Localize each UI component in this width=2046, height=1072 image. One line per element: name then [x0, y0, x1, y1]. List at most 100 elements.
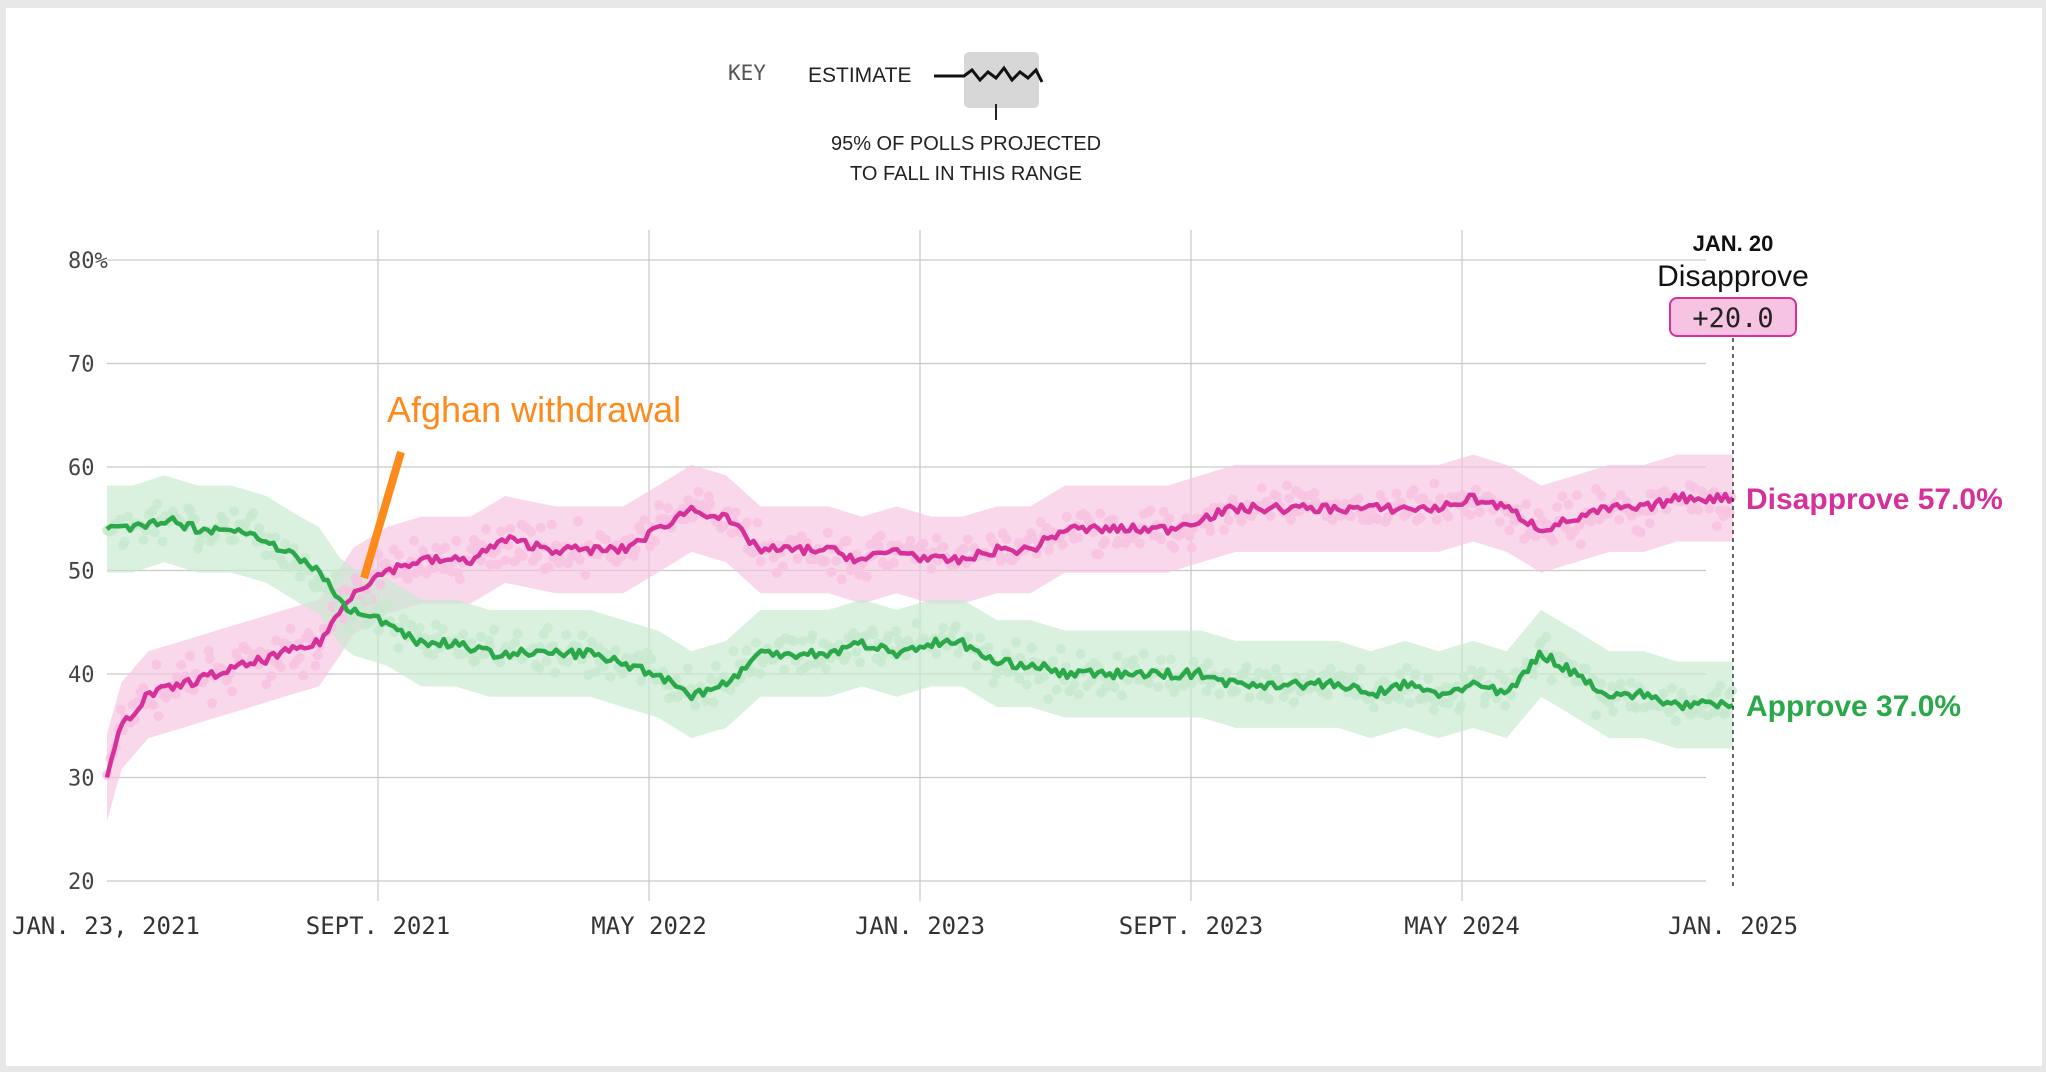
- approve-poll-dot: [123, 511, 134, 522]
- approve-poll-dot: [195, 536, 206, 547]
- disapprove-poll-dot: [338, 613, 349, 624]
- disapprove-poll-dot: [138, 682, 148, 693]
- approve-poll-dot: [495, 657, 506, 668]
- approve-estimate-line: [105, 515, 1735, 712]
- approve-poll-dot: [646, 654, 657, 664]
- approve-poll-dot: [383, 600, 394, 611]
- disapprove-poll-dot: [1659, 485, 1670, 496]
- approve-poll-dot: [816, 655, 827, 666]
- disapprove-poll-dot: [962, 534, 973, 545]
- disapprove-poll-dot: [207, 698, 218, 709]
- disapprove-poll-dot: [726, 528, 737, 538]
- approve-poll-dot: [512, 628, 523, 639]
- disapprove-poll-dot: [826, 567, 837, 578]
- approve-poll-dot: [685, 683, 696, 694]
- disapprove-poll-dot: [1281, 480, 1292, 491]
- approve-poll-dot: [1546, 675, 1557, 685]
- approve-poll-dot: [1348, 672, 1359, 683]
- approve-poll-dot: [1264, 694, 1274, 705]
- approve-poll-dot: [509, 637, 520, 648]
- approve-poll-dot: [362, 594, 373, 605]
- disapprove-poll-dot: [1346, 511, 1357, 522]
- disapprove-poll-dot: [1521, 499, 1532, 510]
- disapprove-poll-dot: [204, 653, 215, 664]
- approve-poll-dot: [741, 645, 752, 656]
- disapprove-poll-dot: [285, 623, 296, 634]
- disapprove-poll-dot: [1572, 490, 1583, 501]
- y-tick-label: 80%: [68, 249, 108, 274]
- disapprove-poll-dot: [1689, 482, 1699, 493]
- disapprove-poll-dot: [574, 554, 585, 565]
- approve-poll-dot: [1288, 697, 1299, 708]
- disapprove-poll-dot: [1591, 484, 1602, 494]
- approve-poll-dot: [868, 629, 879, 640]
- approve-poll-dot: [488, 624, 499, 635]
- approve-poll-dot: [953, 648, 964, 659]
- approve-poll-dot: [1241, 661, 1252, 672]
- disapprove-end-label: Disapprove 57.0%: [1746, 483, 2003, 516]
- approve-poll-dot: [1666, 683, 1677, 694]
- approve-poll-dot: [1591, 709, 1602, 720]
- disapprove-range-band: [107, 454, 1733, 821]
- disapprove-poll-dot: [755, 556, 766, 567]
- disapprove-poll-dot: [1061, 511, 1072, 522]
- disapprove-poll-dot: [1327, 514, 1338, 525]
- disapprove-poll-dot: [1219, 524, 1230, 535]
- disapprove-poll-dot: [938, 541, 949, 552]
- approve-poll-dot: [1117, 690, 1127, 701]
- approve-poll-dot: [115, 514, 126, 525]
- approve-poll-dot: [1043, 693, 1054, 704]
- approve-poll-dot: [261, 550, 272, 561]
- approve-poll-dot: [1325, 663, 1336, 674]
- approve-poll-dot: [1144, 677, 1155, 688]
- approve-end-label: Approve 37.0%: [1746, 690, 1961, 723]
- disapprove-poll-dot: [1044, 545, 1054, 556]
- approve-poll-dot: [1404, 698, 1415, 708]
- approve-poll-dot: [1122, 674, 1133, 685]
- disapprove-poll-dot: [1552, 502, 1563, 512]
- approve-poll-dot: [534, 663, 545, 674]
- approve-poll-dot: [841, 650, 852, 661]
- disapprove-poll-dot: [1236, 516, 1247, 527]
- disapprove-poll-dot: [889, 557, 900, 568]
- key-range-caption-2: TO FALL IN THIS RANGE: [850, 163, 1082, 185]
- approve-poll-dot: [1596, 678, 1607, 689]
- disapprove-poll-dot: [373, 550, 384, 561]
- approve-poll-dot: [1410, 668, 1421, 679]
- approve-poll-dot: [788, 636, 799, 647]
- disapprove-poll-dot: [1530, 531, 1541, 542]
- approve-poll-dot: [330, 569, 341, 580]
- disapprove-poll-dot: [1272, 491, 1282, 502]
- approve-poll-dot: [725, 684, 736, 695]
- approve-poll-dot: [938, 622, 949, 633]
- disapprove-poll-dot: [931, 533, 942, 544]
- disapprove-poll-dot: [440, 542, 451, 553]
- approve-poll-dot: [931, 648, 942, 659]
- disapprove-poll-dot: [227, 686, 238, 697]
- disapprove-poll-dot: [663, 503, 674, 514]
- y-tick-label: 20: [68, 870, 95, 895]
- approve-poll-dot: [1026, 642, 1037, 653]
- disapprove-poll-dot: [393, 549, 404, 560]
- disapprove-poll-dot: [409, 535, 419, 546]
- approve-poll-dot: [1715, 681, 1726, 691]
- disapprove-poll-dot: [266, 671, 276, 682]
- approve-poll-dot: [605, 671, 616, 682]
- afghan-annotation: Afghan withdrawal: [360, 389, 681, 580]
- disapprove-poll-dot: [543, 562, 554, 573]
- approve-poll-dot: [1541, 631, 1552, 642]
- disapprove-poll-dot: [730, 507, 741, 518]
- approve-poll-dot: [1528, 669, 1539, 680]
- disapprove-poll-dot: [1474, 507, 1485, 518]
- approve-poll-dot: [147, 506, 158, 517]
- disapprove-poll-dot: [352, 576, 363, 587]
- disapprove-poll-dot: [822, 527, 833, 538]
- disapprove-poll-dot: [261, 679, 272, 690]
- disapprove-poll-dot: [573, 516, 584, 527]
- disapprove-poll-dot: [1186, 542, 1197, 553]
- disapprove-poll-dot: [698, 499, 709, 510]
- disapprove-poll-dot: [875, 530, 886, 541]
- approve-poll-dot: [1214, 688, 1225, 699]
- approve-poll-dot: [591, 666, 601, 677]
- disapprove-poll-dot: [375, 579, 386, 590]
